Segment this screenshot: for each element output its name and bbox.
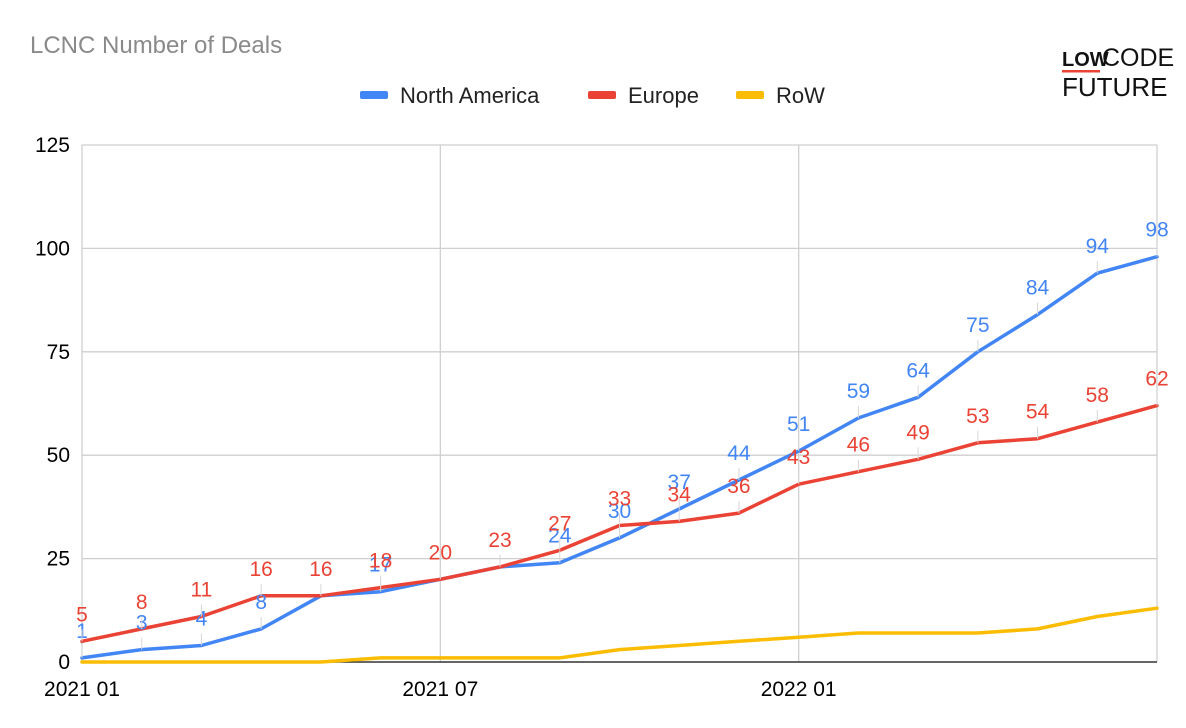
- legend-swatch-row: [736, 91, 764, 99]
- series-line-row: [80, 606, 1159, 664]
- data-label-north-america: 44: [727, 442, 751, 465]
- data-label-north-america: 24: [548, 525, 572, 548]
- data-label-europe: 16: [309, 558, 332, 581]
- data-label-europe: 8: [136, 591, 148, 614]
- data-label-europe: 53: [966, 405, 989, 428]
- data-label-europe: 49: [906, 421, 929, 444]
- data-label-europe: 54: [1026, 401, 1050, 424]
- legend: North America Europe RoW: [360, 83, 825, 108]
- y-tick-label: 50: [47, 444, 70, 467]
- legend-label-north-america: North America: [400, 83, 540, 108]
- y-tick-label: 25: [47, 548, 70, 571]
- x-tick-label: 2021 07: [402, 678, 478, 701]
- data-label-north-america: 17: [369, 554, 392, 577]
- logo-code: CODE: [1102, 44, 1174, 72]
- grid: [81, 144, 1158, 662]
- data-label-europe: 23: [488, 529, 511, 552]
- logo-underline: [1062, 70, 1100, 73]
- data-label-north-america: 75: [966, 314, 989, 337]
- y-tick-label: 75: [47, 341, 70, 364]
- data-label-north-america: 59: [847, 380, 870, 403]
- data-label-europe: 34: [668, 483, 692, 506]
- data-label-north-america: 94: [1086, 235, 1110, 258]
- data-label-europe: 62: [1145, 368, 1168, 391]
- data-label-europe: 16: [249, 558, 272, 581]
- data-label-north-america: 51: [787, 413, 810, 436]
- y-tick-label: 125: [35, 134, 70, 157]
- x-tick-label: 2021 01: [44, 678, 120, 701]
- legend-swatch-europe: [588, 91, 616, 99]
- data-label-north-america: 4: [196, 607, 208, 630]
- data-label-europe: 11: [191, 579, 213, 602]
- data-label-europe: 33: [608, 488, 631, 511]
- data-label-north-america: 64: [906, 359, 930, 382]
- data-label-north-america: 37: [668, 471, 691, 494]
- legend-swatch-north-america: [360, 91, 388, 99]
- y-tick-label: 0: [58, 651, 70, 674]
- series-line-north-america: [80, 254, 1159, 660]
- chart-title: LCNC Number of Deals: [30, 32, 282, 59]
- data-label-europe: 43: [787, 446, 810, 469]
- data-label-europe: 58: [1086, 384, 1109, 407]
- data-label-north-america: 30: [608, 500, 631, 523]
- data-label-north-america: 98: [1145, 219, 1168, 242]
- legend-label-europe: Europe: [628, 83, 699, 108]
- data-label-north-america: 84: [1026, 277, 1050, 300]
- x-tick-label: 2022 01: [761, 678, 837, 701]
- axes: 0 25 50 75 100 125 2021 01 2021 07 2022 01: [35, 134, 1157, 701]
- data-label-europe: 46: [847, 434, 870, 457]
- logo: LOW CODE FUTURE: [1062, 44, 1174, 102]
- data-label-europe: 36: [727, 475, 750, 498]
- data-label-europe: 20: [429, 541, 452, 564]
- y-tick-label: 100: [35, 237, 70, 260]
- logo-low: LOW: [1062, 49, 1109, 71]
- series-lines: [80, 254, 1159, 664]
- data-label-europe: 18: [369, 550, 392, 573]
- logo-future: FUTURE: [1062, 72, 1167, 102]
- legend-label-row: RoW: [776, 83, 825, 108]
- data-label-europe: 5: [76, 603, 88, 626]
- data-label-north-america: 8: [255, 591, 267, 614]
- data-label-europe: 27: [548, 512, 571, 535]
